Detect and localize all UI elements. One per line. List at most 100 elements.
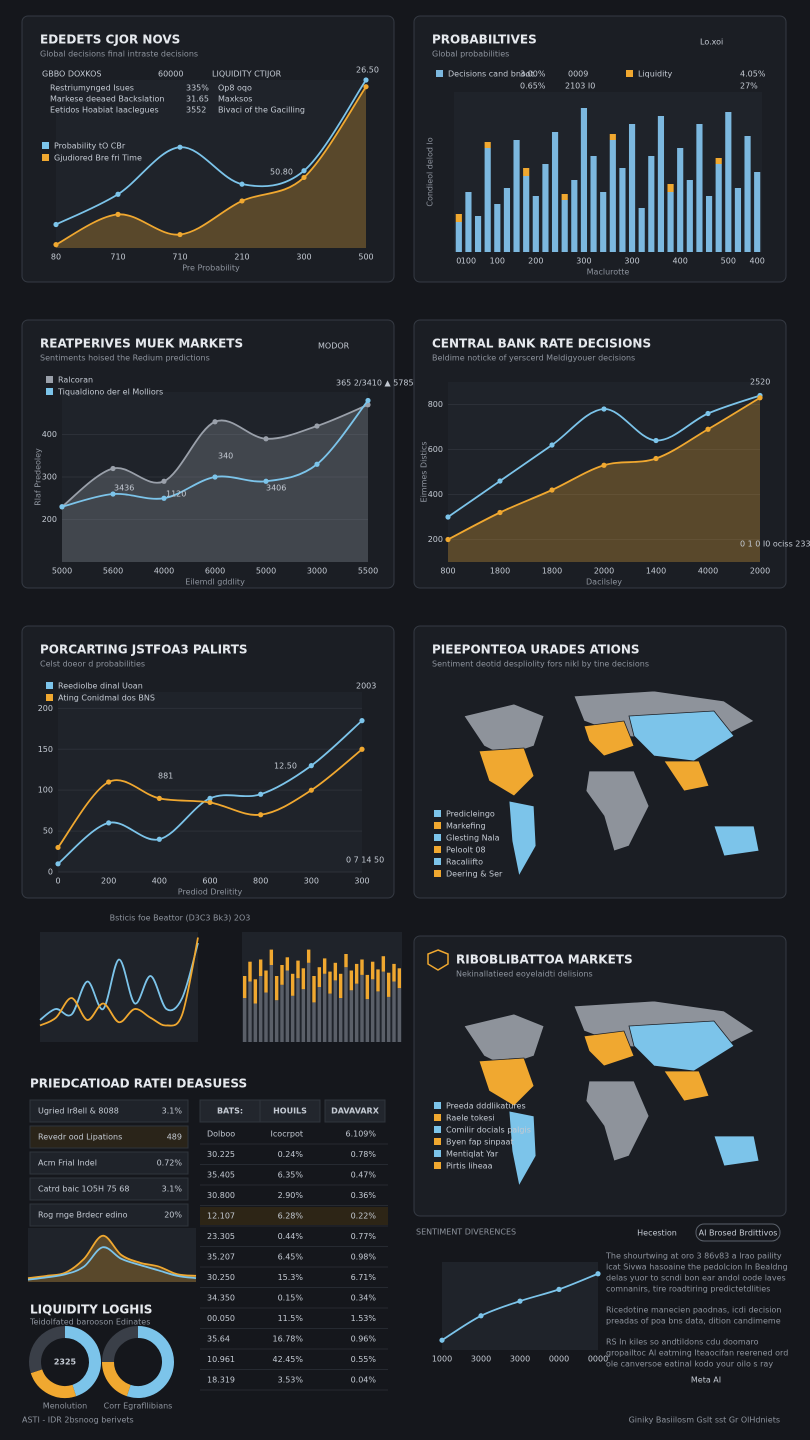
point: [239, 198, 245, 204]
x-tick-label: 5000: [256, 567, 276, 576]
point: [301, 174, 307, 181]
donut-caption: Corr Egrafllibians: [104, 1402, 173, 1411]
plot-area: [58, 692, 362, 872]
list-row: [29, 1125, 189, 1149]
legend-label: Probability tO CBr: [54, 142, 126, 151]
bar: [754, 172, 761, 252]
list-value: 20%: [164, 1211, 182, 1220]
bar: [360, 959, 364, 975]
chart-title: SENTIMENT DIVERENCES: [416, 1228, 516, 1237]
bar: [686, 180, 693, 252]
table-cell: 0.04%: [351, 1376, 377, 1385]
x-tick-label: 400: [750, 257, 765, 266]
bar: [571, 180, 578, 252]
table-cell: 0.15%: [278, 1294, 304, 1303]
annotation: 3436: [114, 484, 134, 493]
bar: [590, 156, 597, 252]
button[interactable]: [695, 1223, 781, 1242]
footer-right: Giniky Basiilosm Gslt sst Gr OlHdniets: [629, 1416, 780, 1425]
x-tick-label: 6000: [205, 567, 225, 576]
annotation: 31.65: [186, 95, 209, 104]
bar: [638, 208, 645, 252]
point: [549, 442, 555, 448]
annotation: 0 1 0 I0 ociss 2336: [740, 540, 810, 549]
legend-label: Mentiqlat Yar: [446, 1150, 499, 1159]
bar: [354, 963, 359, 984]
y-tick-label: 100: [38, 786, 53, 795]
bar: [248, 961, 252, 982]
paragraph-line: delas yuor to scndi bon ear andol oode l…: [606, 1274, 786, 1283]
legend-label: Deering & Ser: [446, 870, 503, 879]
annotation: Op8 oqo: [218, 84, 252, 93]
legend-label: Gjudiored Bre fri Time: [54, 154, 142, 163]
point: [556, 1286, 562, 1292]
point: [705, 410, 711, 417]
annotation: 3552: [186, 106, 206, 115]
point: [161, 495, 167, 501]
chart-title: REATPERIVES MUEK MARKETS: [40, 337, 243, 351]
point: [156, 836, 162, 842]
legend-label: Glesting Nala: [446, 834, 500, 843]
y-axis-label: Eimmes Distics: [420, 442, 429, 503]
bar: [376, 969, 380, 992]
bar: [280, 984, 284, 1042]
donut-slice: [102, 1361, 131, 1397]
x-tick-label: 300: [304, 877, 319, 886]
annotation: 2103 I0: [565, 82, 595, 91]
point: [263, 436, 269, 442]
bar: [365, 974, 370, 1000]
legend-swatch: [434, 834, 441, 841]
legend-swatch: [46, 376, 53, 383]
point: [757, 395, 763, 401]
point: [497, 478, 503, 484]
bar: [290, 995, 295, 1042]
bar: [696, 124, 703, 252]
point: [106, 820, 112, 826]
annotation: 881: [158, 772, 173, 781]
table-cell: 1.53%: [351, 1314, 377, 1323]
point: [653, 437, 659, 444]
line: [27, 1234, 197, 1280]
annotation: 27%: [740, 82, 758, 91]
x-tick-label: 0: [456, 257, 461, 266]
x-axis-label: Prediod Drelitity: [178, 888, 243, 897]
list-value: 3.1%: [162, 1107, 183, 1116]
x-tick-label: 2000: [594, 567, 614, 576]
bar: [523, 176, 530, 252]
region: [663, 760, 710, 792]
point: [212, 474, 218, 480]
paragraph-line: preadas of poa bns data, dition candimem…: [606, 1317, 781, 1326]
donut-slice: [29, 1326, 66, 1374]
legend-swatch: [434, 1138, 441, 1145]
bar: [455, 222, 462, 252]
bar: [600, 192, 607, 252]
region: [585, 770, 650, 852]
table-cell: 30.225: [207, 1150, 235, 1159]
table-cell: 6.35%: [278, 1171, 304, 1180]
bar: [338, 973, 343, 998]
point: [301, 168, 307, 174]
bar: [484, 148, 491, 252]
bar: [312, 1002, 316, 1042]
legend-swatch: [434, 846, 441, 853]
x-axis-label: Eilemdl gddlity: [185, 578, 245, 587]
donut-caption: Menolution: [43, 1402, 87, 1411]
bar: [619, 168, 626, 252]
legend-label: Liquidity: [638, 70, 672, 79]
bar: [392, 981, 396, 1042]
region: [478, 1057, 535, 1107]
bar: [397, 968, 402, 989]
y-axis-label: Condieol delod lo: [426, 137, 435, 206]
x-tick-label: 300: [296, 253, 311, 262]
point: [110, 465, 116, 472]
point: [53, 221, 59, 228]
list-row: [29, 1203, 189, 1227]
legend-label: Pirtis liheaa: [446, 1162, 493, 1171]
bar: [242, 998, 247, 1042]
bar: [328, 971, 332, 994]
x-axis-label: Maclurotte: [587, 268, 630, 277]
x-tick-label: 210: [234, 253, 249, 262]
annotation: Eetidos Hoabiat Iaaclegues: [50, 106, 159, 115]
bar: [312, 976, 316, 1003]
legend-swatch: [436, 70, 443, 77]
